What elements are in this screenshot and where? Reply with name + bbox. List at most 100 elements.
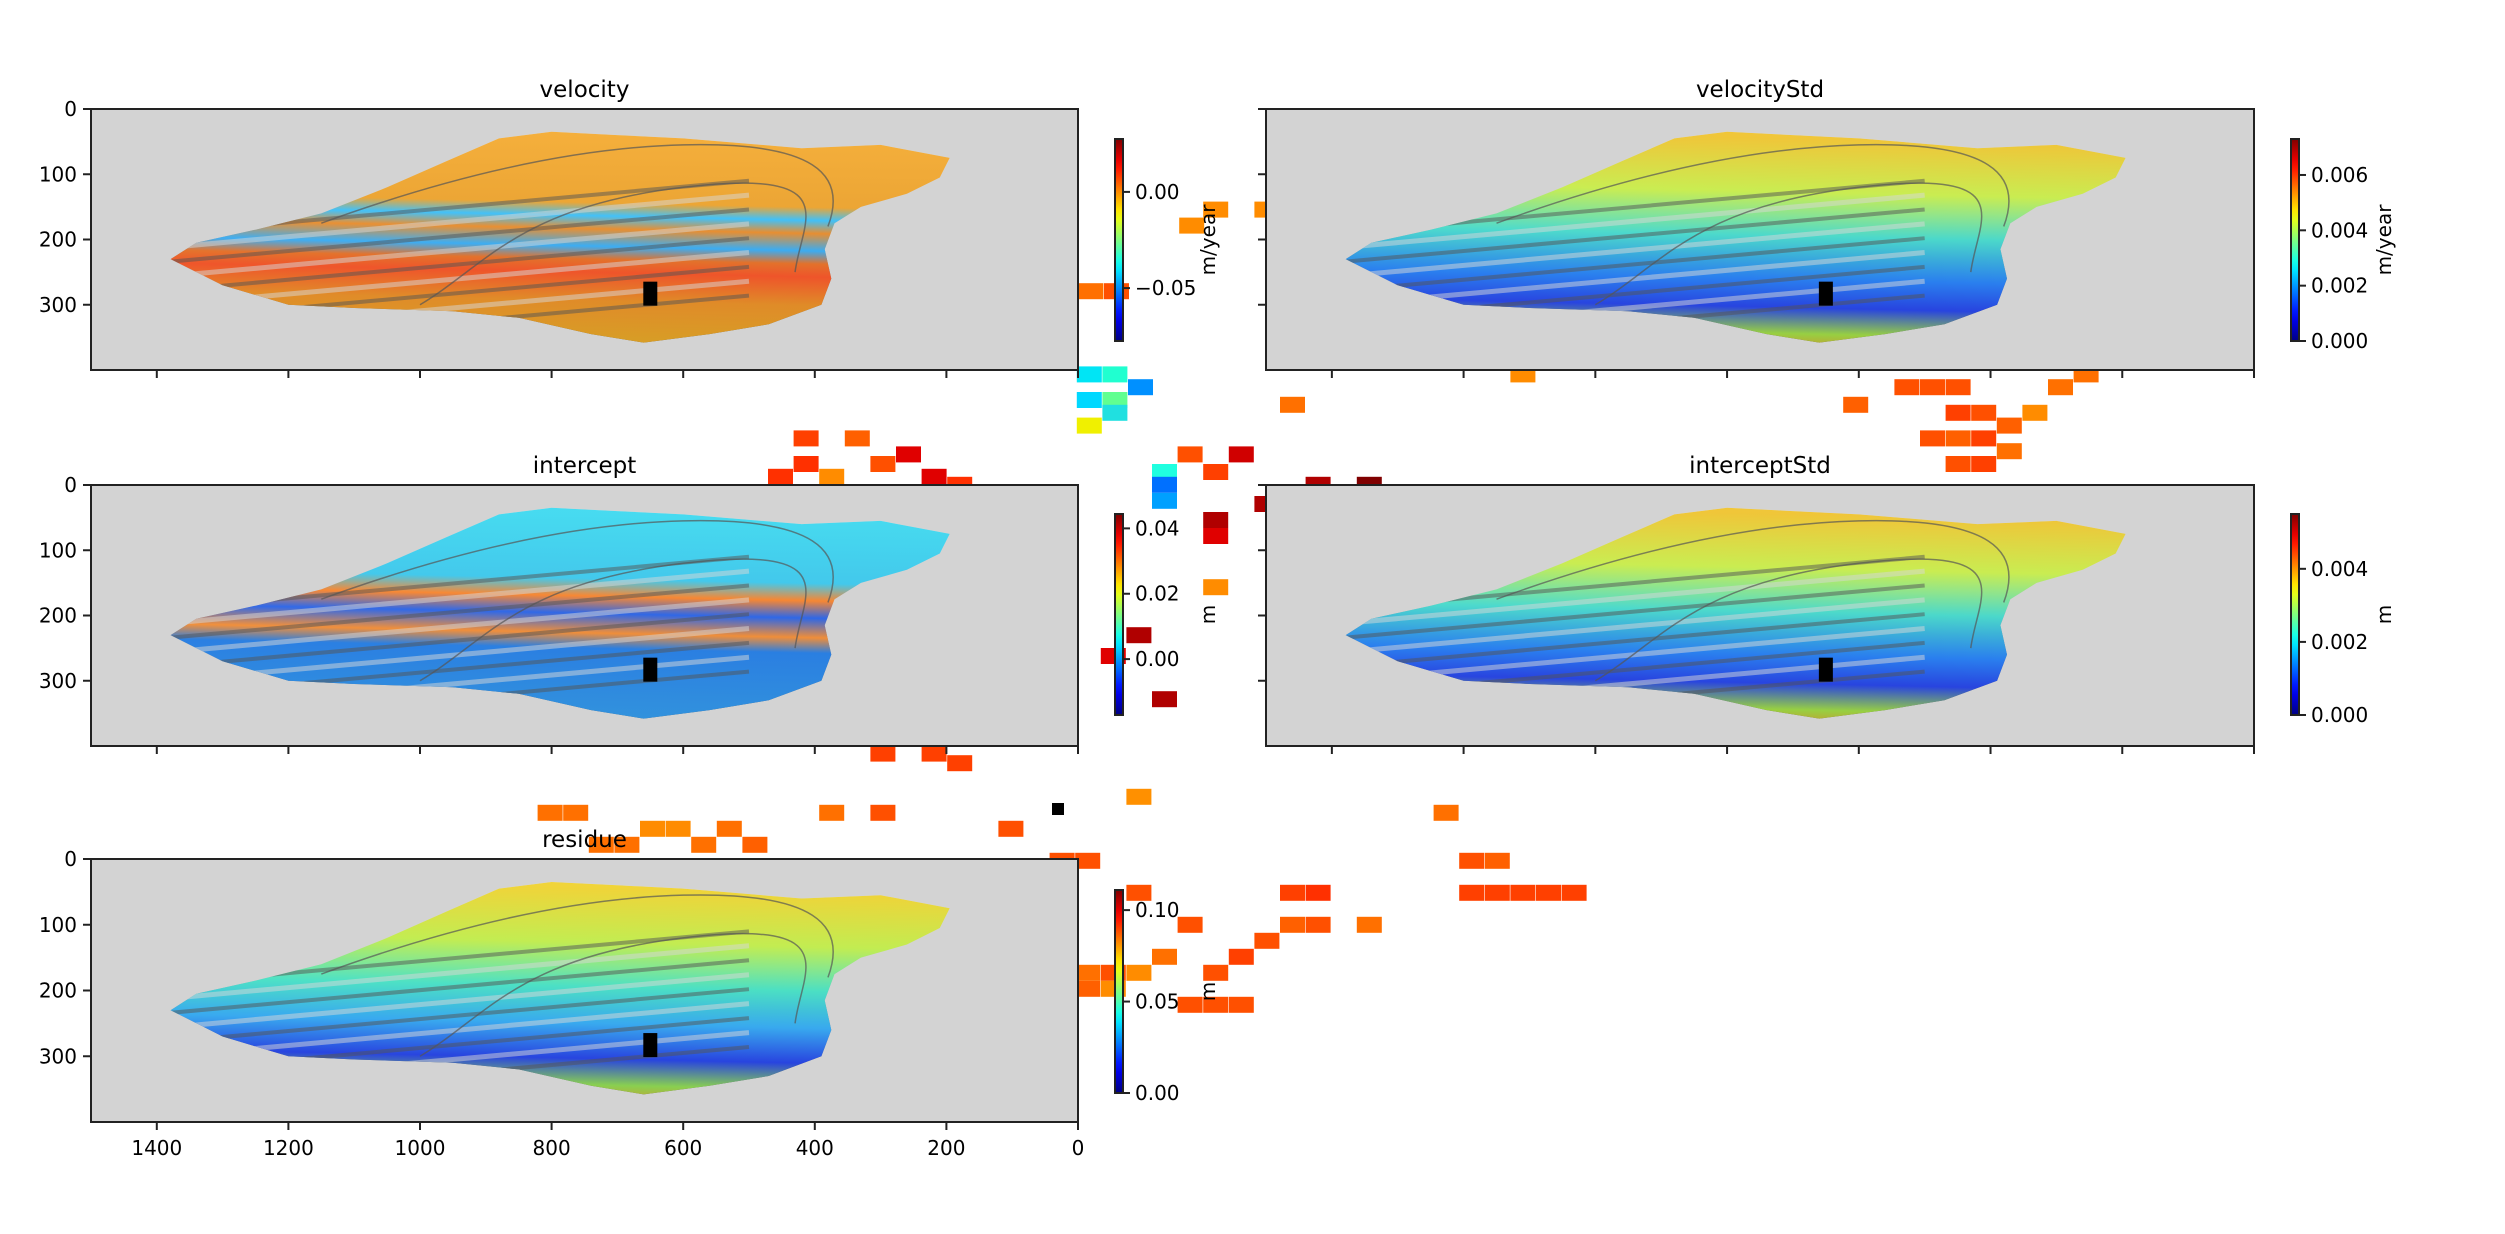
scatter-square bbox=[742, 836, 768, 853]
scatter-square bbox=[1228, 446, 1254, 463]
scatter-square bbox=[1920, 379, 1945, 396]
scatter-square bbox=[1484, 852, 1510, 869]
gap-streak bbox=[1345, 236, 1925, 293]
scatter-square bbox=[1280, 916, 1305, 933]
colorbar-tick-label: −0.05 bbox=[1135, 276, 1196, 300]
scatter-square bbox=[1203, 528, 1229, 544]
scatter-square bbox=[665, 820, 691, 837]
scatter-square bbox=[819, 804, 845, 821]
scatter-square bbox=[768, 468, 793, 485]
scatter-square bbox=[1203, 201, 1229, 218]
x-tick-label: 0 bbox=[1072, 1136, 1085, 1160]
colorbar-tick-label: 0.04 bbox=[1135, 516, 1180, 540]
gap-streak bbox=[1345, 626, 1925, 684]
colorbar-tick-label: 0.05 bbox=[1135, 990, 1180, 1014]
colorbar-tick-label: 0.00 bbox=[1135, 647, 1180, 671]
scatter-square bbox=[1945, 379, 1971, 396]
scatter-square bbox=[1203, 996, 1229, 1013]
colorbar bbox=[1114, 138, 1124, 342]
contour-line bbox=[321, 894, 834, 978]
gap-streak bbox=[170, 568, 750, 626]
gap-streak bbox=[170, 597, 750, 655]
scatter-square bbox=[614, 836, 640, 853]
x-tick-label: 400 bbox=[796, 1136, 834, 1160]
scatter-square bbox=[1305, 884, 1331, 901]
contour-line bbox=[321, 519, 834, 603]
y-tick-label: 100 bbox=[39, 538, 77, 562]
y-tick-label: 100 bbox=[39, 913, 77, 937]
colorbar-label: m bbox=[1196, 605, 1220, 624]
scatter-square bbox=[1126, 964, 1152, 981]
scatter-square bbox=[921, 468, 947, 485]
point-marker bbox=[643, 281, 658, 306]
gap-streak bbox=[170, 583, 750, 640]
scatter-square bbox=[1203, 964, 1229, 981]
colorbar-tick-label: 0.00 bbox=[1135, 180, 1180, 204]
scatter-square bbox=[896, 446, 921, 463]
scatter-square bbox=[1126, 884, 1152, 901]
gap-streak bbox=[1345, 568, 1925, 626]
panel-title: interceptStd bbox=[1689, 453, 1831, 479]
scatter-square bbox=[1177, 996, 1203, 1013]
scatter-square bbox=[1152, 691, 1177, 708]
scatter-square bbox=[1228, 996, 1254, 1013]
contour-line bbox=[419, 558, 807, 682]
point-marker bbox=[643, 657, 658, 682]
scatter-square bbox=[1459, 852, 1485, 869]
scatter-square bbox=[1843, 396, 1869, 413]
colorbar-tick-label: 0.00 bbox=[1135, 1081, 1180, 1105]
colorbar-label: m/year bbox=[1196, 204, 1220, 276]
scatter-square bbox=[1102, 404, 1128, 421]
scatter-square bbox=[1152, 492, 1177, 509]
x-tick-label: 600 bbox=[664, 1136, 702, 1160]
colorbar-tick-label: 0.006 bbox=[2311, 163, 2368, 187]
gap-streak bbox=[170, 972, 750, 1030]
scatter-square bbox=[1179, 217, 1205, 234]
scatter-square bbox=[1152, 476, 1177, 493]
gap-streak bbox=[1345, 583, 1925, 640]
y-tick-label: 0 bbox=[64, 847, 77, 871]
panel-velocity: velocity 0 100 200 300 0.00 −0.05m/year bbox=[39, 77, 1220, 378]
scatter-squares bbox=[537, 201, 2099, 1013]
scatter-square bbox=[819, 468, 845, 485]
contour-line bbox=[419, 933, 807, 1057]
colorbar-tick-label: 0.000 bbox=[2311, 703, 2368, 727]
y-tick-label: 300 bbox=[39, 293, 77, 317]
scatter-square bbox=[1152, 464, 1177, 480]
y-tick-label: 0 bbox=[64, 97, 77, 121]
scatter-square bbox=[2022, 404, 2048, 421]
colorbar bbox=[2290, 513, 2300, 716]
scatter-square bbox=[1075, 980, 1101, 997]
gap-streak bbox=[170, 987, 750, 1044]
gap-streak bbox=[170, 626, 750, 684]
x-tick-label: 800 bbox=[533, 1136, 571, 1160]
scatter-square bbox=[870, 456, 896, 472]
y-tick-label: 300 bbox=[39, 669, 77, 693]
scatter-square bbox=[1102, 366, 1128, 383]
contour-line bbox=[419, 182, 807, 306]
scatter-square bbox=[1075, 852, 1101, 869]
colorbar-tick-label: 0.000 bbox=[2311, 329, 2368, 353]
contour-line bbox=[1496, 143, 2010, 227]
scatter-square bbox=[1177, 446, 1203, 463]
panel-title: intercept bbox=[533, 453, 637, 479]
gap-streak bbox=[170, 250, 750, 308]
contour-line bbox=[321, 143, 834, 227]
contour-line bbox=[1594, 182, 1983, 306]
panel-title: velocityStd bbox=[1696, 77, 1824, 103]
scatter-square bbox=[1536, 884, 1561, 901]
scatter-square bbox=[1305, 916, 1331, 933]
scatter-square bbox=[1561, 884, 1587, 901]
colorbar bbox=[1114, 889, 1124, 1094]
scatter-square bbox=[1052, 803, 1064, 815]
y-tick-label: 300 bbox=[39, 1044, 77, 1068]
scatter-square bbox=[1078, 283, 1104, 300]
scatter-square bbox=[1356, 916, 1382, 933]
point-marker bbox=[1818, 281, 1833, 306]
scatter-square bbox=[1076, 417, 1102, 434]
y-tick-label: 0 bbox=[64, 473, 77, 497]
scatter-square bbox=[1128, 379, 1153, 396]
scatter-square bbox=[1177, 916, 1203, 933]
scatter-square bbox=[588, 836, 614, 853]
scatter-square bbox=[716, 820, 742, 837]
